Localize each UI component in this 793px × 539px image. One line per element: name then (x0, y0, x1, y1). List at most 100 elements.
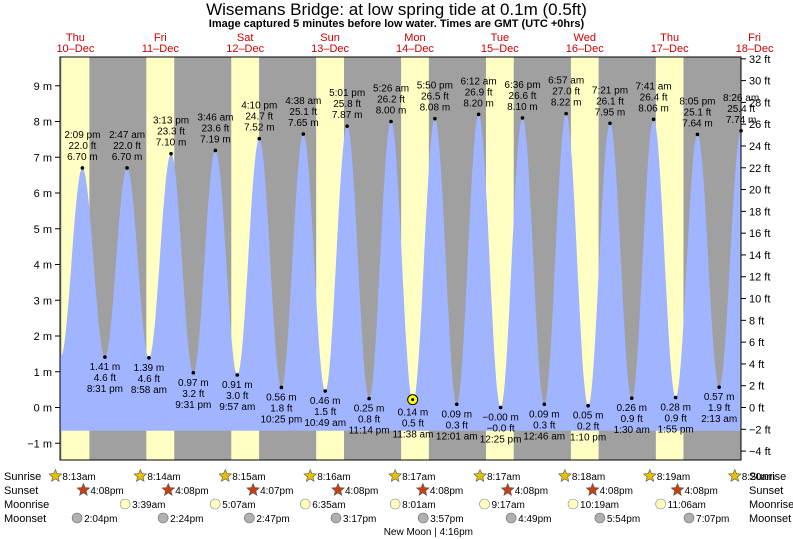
high-tide-metres-label: 7.64 m (682, 118, 713, 129)
low-tide-metres-label: 0.46 m (310, 396, 341, 407)
sunset-star-icon (585, 482, 600, 496)
low-tide-feet-label: −0.0 ft (487, 424, 515, 435)
right-axis-tick-label: 22 ft (749, 163, 770, 175)
moonset-icon (683, 512, 695, 524)
day-header-date: 10–Dec (56, 43, 94, 55)
high-tide-metres-label: 7.19 m (200, 134, 231, 145)
sunset-star-icon (670, 482, 685, 496)
tide-extreme-point (739, 128, 743, 133)
high-tide-metres-label: 7.74 m (726, 115, 757, 126)
low-tide-metres-label: 0.14 m (398, 407, 429, 418)
left-axis-tick-label: 4 m (34, 260, 52, 272)
moonrise-time-label: 11:06am (668, 500, 706, 511)
high-tide-time-label: 3:13 pm (153, 116, 189, 127)
sunset-star-icon (76, 482, 91, 496)
high-tide-metres-label: 7.95 m (595, 107, 626, 118)
tide-extreme-point (257, 136, 262, 141)
sunrise-time-label: 8:17am (402, 472, 435, 483)
high-tide-time-label: 6:12 am (461, 76, 497, 87)
sunset-time-label: 4:08pm (600, 486, 633, 497)
day-header-date: 15–Dec (481, 43, 519, 55)
high-tide-feet-label: 27.0 ft (552, 87, 580, 98)
tide-extreme-point (80, 166, 85, 170)
high-tide-feet-label: 25.1 ft (289, 107, 317, 118)
low-tide-metres-label: 0.97 m (178, 378, 209, 389)
moonset-time-label: 2:47pm (256, 514, 289, 525)
sunrise-star-icon (388, 468, 403, 482)
high-tide-metres-label: 8.00 m (376, 106, 407, 117)
low-tide-feet-label: 0.3 ft (533, 420, 555, 431)
low-tide-metres-label: −0.00 m (482, 413, 518, 424)
tide-extreme-point (673, 395, 678, 400)
tide-extreme-point (454, 402, 459, 407)
tide-extreme-point (695, 132, 700, 137)
left-axis-tick-label: 9 m (34, 81, 52, 93)
day-header-date: 17–Dec (651, 43, 689, 55)
left-axis-tick-label: −1 m (27, 438, 52, 450)
almanac-row-label-right: Sunrise (749, 471, 786, 483)
sunset-time-label: 4:08pm (430, 486, 463, 497)
high-tide-time-label: 6:36 pm (504, 80, 540, 91)
high-tide-feet-label: 25.1 ft (684, 107, 712, 118)
moonrise-time-label: 5:07am (222, 500, 255, 511)
moonset-time-label: 2:04pm (84, 514, 117, 525)
sunset-time-label: 4:08pm (345, 486, 378, 497)
right-axis-tick-label: 14 ft (749, 250, 770, 262)
tide-extreme-point (147, 356, 151, 360)
sunset-star-icon (415, 482, 430, 496)
almanac-row-label-left: Sunrise (4, 471, 41, 483)
low-tide-metres-label: 0.26 m (616, 403, 647, 414)
current-time-marker-center (411, 398, 415, 402)
low-tide-time-label: 12:01 am (436, 431, 478, 442)
moonset-icon (417, 512, 429, 524)
sunrise-star-icon (727, 468, 742, 482)
sunset-star-icon (500, 482, 515, 496)
right-axis-tick-label: 20 ft (749, 185, 770, 197)
low-tide-time-label: 2:13 am (701, 414, 737, 425)
day-header-date: 12–Dec (226, 43, 264, 55)
tide-extreme-point (629, 396, 634, 401)
tide-extreme-point (542, 402, 547, 407)
moonset-time-label: 2:24pm (170, 514, 203, 525)
high-tide-time-label: 8:05 pm (679, 96, 715, 107)
low-tide-feet-label: 0.3 ft (446, 420, 468, 431)
moonset-icon (330, 512, 342, 524)
high-tide-metres-label: 8.06 m (638, 103, 669, 114)
high-tide-time-label: 7:41 am (636, 81, 672, 92)
right-axis-tick-label: 2 ft (749, 381, 764, 393)
day-header-weekday: Fri (748, 32, 761, 44)
right-axis-tick-label: 16 ft (749, 228, 770, 240)
moonrise-icon (655, 498, 666, 510)
tide-extreme-point (651, 117, 656, 122)
moonset-icon (157, 512, 169, 524)
high-tide-metres-label: 8.20 m (463, 98, 494, 109)
low-tide-time-label: 11:14 pm (349, 426, 390, 437)
day-header-weekday: Sun (320, 32, 340, 44)
tide-extreme-point (191, 371, 196, 375)
low-tide-time-label: 10:25 pm (261, 414, 303, 425)
left-axis-tick-label: 1 m (34, 367, 52, 379)
almanac-row-label-left: Moonset (4, 513, 46, 525)
high-tide-time-label: 2:47 am (109, 130, 145, 141)
sunset-time-label: 4:08pm (175, 486, 208, 497)
low-tide-feet-label: 0.8 ft (358, 415, 380, 426)
sunset-star-icon (246, 482, 261, 496)
moonset-icon (71, 512, 83, 524)
almanac-row-label-left: Moonrise (4, 499, 49, 511)
low-tide-metres-label: 1.39 m (134, 363, 165, 374)
moonset-time-label: 4:49pm (518, 514, 551, 525)
low-tide-time-label: 9:31 pm (175, 400, 211, 411)
low-tide-metres-label: 0.91 m (222, 380, 253, 391)
tide-extreme-point (520, 116, 525, 120)
sunrise-time-label: 8:17am (487, 472, 520, 483)
sunrise-time-label: 8:19am (657, 472, 690, 483)
high-tide-metres-label: 6.70 m (67, 152, 98, 163)
almanac-row-label-right: Moonset (749, 513, 791, 525)
moonrise-icon (389, 498, 401, 510)
moonrise-time-label: 6:35am (312, 500, 345, 511)
sunrise-time-label: 8:14am (147, 472, 180, 483)
day-header-date: 11–Dec (142, 43, 180, 55)
low-tide-time-label: 1:55 pm (658, 424, 694, 435)
high-tide-metres-label: 8.08 m (420, 103, 451, 114)
plot-frame (59, 56, 742, 461)
